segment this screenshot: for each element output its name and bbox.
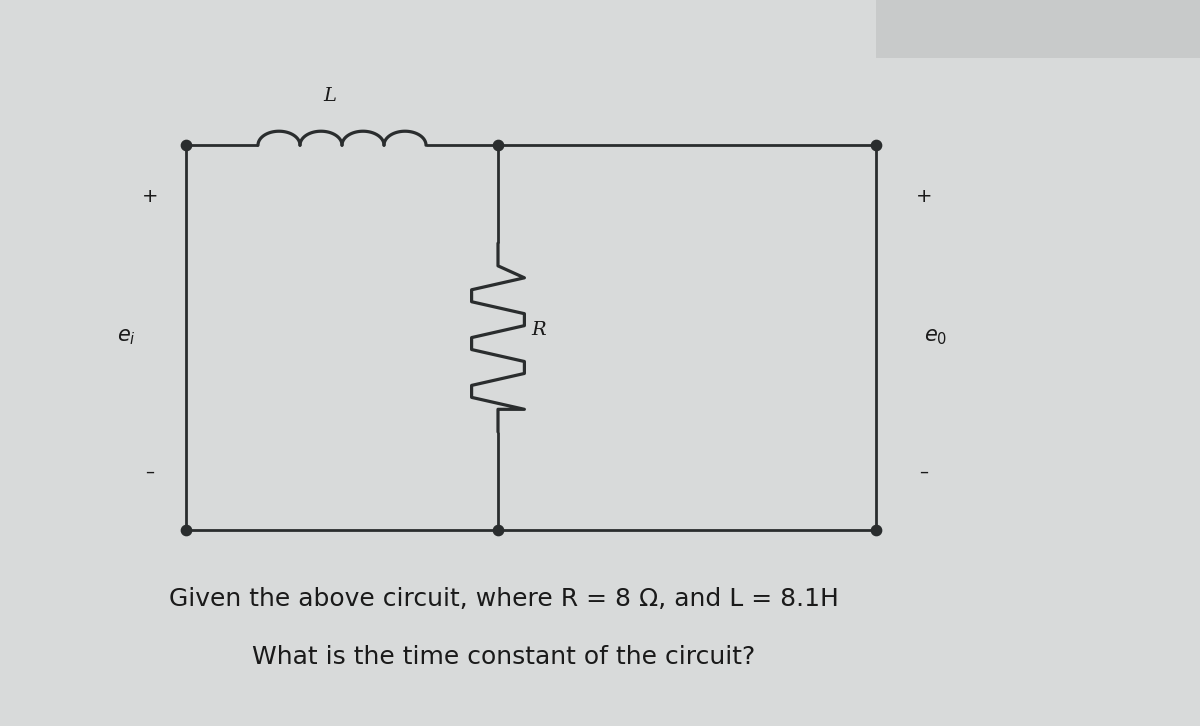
Point bbox=[488, 524, 508, 536]
Point bbox=[176, 139, 196, 151]
Text: +: + bbox=[916, 187, 932, 205]
Point bbox=[866, 139, 886, 151]
Text: L: L bbox=[324, 87, 336, 105]
Text: $e_0$: $e_0$ bbox=[924, 328, 948, 347]
Text: +: + bbox=[142, 187, 158, 205]
Point bbox=[176, 524, 196, 536]
Text: –: – bbox=[919, 463, 929, 481]
Text: Given the above circuit, where R = 8 Ω, and L = 8.1H: Given the above circuit, where R = 8 Ω, … bbox=[169, 587, 839, 611]
Text: $e_i$: $e_i$ bbox=[116, 328, 136, 347]
Bar bbox=[876, 0, 1200, 58]
Text: –: – bbox=[145, 463, 155, 481]
Text: What is the time constant of the circuit?: What is the time constant of the circuit… bbox=[252, 645, 756, 669]
Text: R: R bbox=[532, 322, 546, 339]
Point bbox=[866, 524, 886, 536]
Point bbox=[488, 139, 508, 151]
